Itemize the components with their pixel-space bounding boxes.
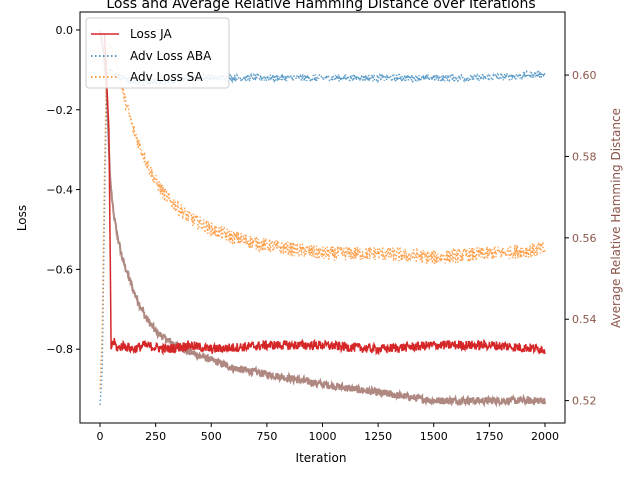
series-adv-loss-sa bbox=[99, 41, 546, 390]
x-tick-label: 1750 bbox=[475, 430, 503, 443]
y2-tick-label: 0.52 bbox=[572, 395, 597, 408]
series-layer bbox=[99, 30, 546, 408]
legend: Loss JA Adv Loss ABA Adv Loss SA bbox=[85, 17, 230, 89]
y2-axis-ticks: 0.52 0.54 0.56 0.58 0.60 bbox=[565, 69, 597, 408]
x-tick-label: 500 bbox=[201, 430, 222, 443]
legend-label-adv-loss-aba: Adv Loss ABA bbox=[130, 49, 212, 63]
series-adv-loss-aba bbox=[99, 66, 546, 406]
x-tick-label: 1500 bbox=[420, 430, 448, 443]
x-tick-label: 1000 bbox=[309, 430, 337, 443]
legend-label-loss-ja: Loss JA bbox=[130, 27, 172, 41]
y-tick-label: −0.6 bbox=[46, 263, 73, 276]
x-tick-label: 250 bbox=[145, 430, 166, 443]
x-tick-label: 1250 bbox=[364, 430, 392, 443]
y-axis-ticks: −0.8 −0.6 −0.4 −0.2 0.0 bbox=[46, 24, 80, 356]
x-axis-label: Iteration bbox=[296, 451, 347, 465]
x-tick-label: 2000 bbox=[531, 430, 559, 443]
x-axis-ticks: 0 250 500 750 1000 1250 1500 1750 2000 bbox=[97, 423, 559, 443]
legend-box bbox=[85, 17, 230, 89]
y-tick-label: −0.2 bbox=[46, 104, 73, 117]
chart-title: Loss and Average Relative Hamming Distan… bbox=[106, 0, 535, 12]
y2-tick-label: 0.54 bbox=[572, 313, 597, 326]
y-axis-label: Loss bbox=[15, 205, 29, 231]
y2-tick-label: 0.60 bbox=[572, 69, 597, 82]
series-loss-ja bbox=[100, 33, 546, 356]
x-tick-label: 750 bbox=[256, 430, 277, 443]
y-tick-label: −0.8 bbox=[46, 343, 73, 356]
legend-label-adv-loss-sa: Adv Loss SA bbox=[130, 70, 204, 84]
y-tick-label: 0.0 bbox=[56, 24, 74, 37]
x-tick-label: 0 bbox=[97, 430, 104, 443]
y2-tick-label: 0.58 bbox=[572, 150, 597, 163]
y2-axis-label: Average Relative Hamming Distance bbox=[609, 108, 623, 328]
y2-tick-label: 0.56 bbox=[572, 232, 597, 245]
y-tick-label: −0.4 bbox=[46, 184, 73, 197]
